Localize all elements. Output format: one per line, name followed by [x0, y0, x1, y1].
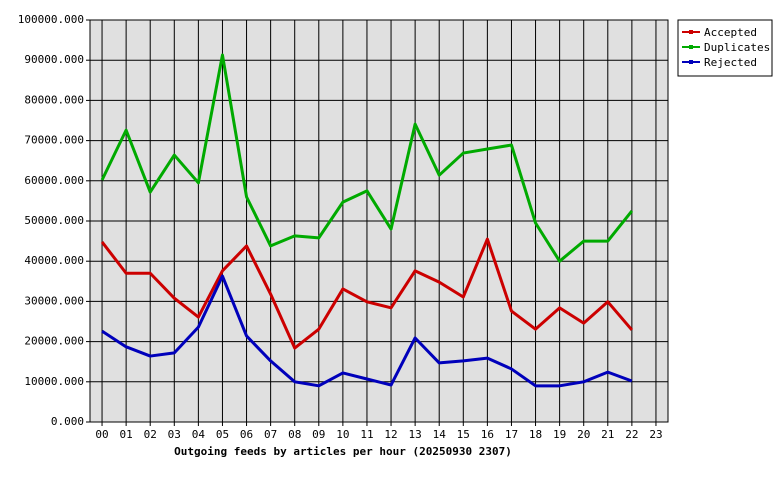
legend-marker [689, 30, 693, 34]
x-tick-label: 18 [529, 428, 542, 441]
x-tick-label: 05 [216, 428, 229, 441]
x-tick-label: 17 [505, 428, 518, 441]
legend-label: Rejected [704, 56, 757, 69]
x-tick-label: 21 [601, 428, 614, 441]
x-tick-label: 03 [168, 428, 181, 441]
y-tick-label: 100000.000 [18, 13, 84, 26]
y-tick-label: 70000.000 [24, 134, 84, 147]
x-tick-label: 13 [409, 428, 422, 441]
x-tick-label: 08 [288, 428, 301, 441]
x-tick-label: 16 [481, 428, 494, 441]
legend-marker [689, 45, 693, 49]
chart-title: Outgoing feeds by articles per hour (202… [174, 445, 512, 458]
y-tick-label: 30000.000 [24, 294, 84, 307]
x-tick-label: 09 [312, 428, 325, 441]
series-line [100, 237, 634, 350]
series-line [101, 274, 633, 388]
y-tick-label: 80000.000 [24, 93, 84, 106]
y-tick-label: 10000.000 [24, 375, 84, 388]
y-tick-label: 90000.000 [24, 53, 84, 66]
x-tick-label: 04 [192, 428, 206, 441]
y-tick-label: 0.000 [51, 415, 84, 428]
series-line [100, 53, 634, 263]
y-tick-label: 20000.000 [24, 335, 84, 348]
x-tick-label: 15 [457, 428, 470, 441]
x-tick-label: 20 [577, 428, 590, 441]
x-tick-label: 23 [649, 428, 662, 441]
legend-label: Accepted [704, 26, 757, 39]
x-tick-label: 06 [240, 428, 253, 441]
y-tick-label: 50000.000 [24, 214, 84, 227]
legend-label: Duplicates [704, 41, 770, 54]
x-tick-label: 07 [264, 428, 277, 441]
x-tick-label: 14 [433, 428, 447, 441]
y-tick-label: 40000.000 [24, 254, 84, 267]
x-tick-label: 22 [625, 428, 638, 441]
x-tick-label: 12 [384, 428, 397, 441]
x-tick-label: 00 [95, 428, 108, 441]
x-tick-label: 11 [360, 428, 373, 441]
x-tick-label: 01 [120, 428, 133, 441]
plot-border [89, 19, 669, 423]
x-tick-label: 19 [553, 428, 566, 441]
y-tick-label: 60000.000 [24, 174, 84, 187]
x-tick-label: 10 [336, 428, 349, 441]
x-tick-label: 02 [144, 428, 157, 441]
legend-marker [689, 60, 693, 64]
